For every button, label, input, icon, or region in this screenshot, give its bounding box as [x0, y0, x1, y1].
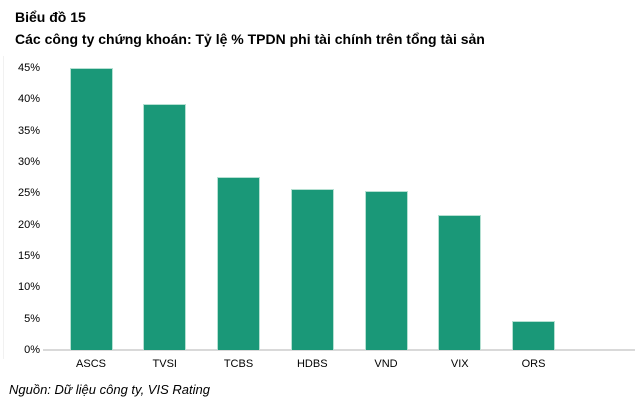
y-tick-label: 40%	[17, 93, 40, 106]
bar-hdbs	[290, 188, 334, 350]
y-tick-label: 15%	[17, 250, 40, 262]
x-category-label: TVSI	[152, 358, 177, 370]
x-axis-line	[43, 349, 635, 351]
page-left-border	[3, 56, 4, 359]
bar-vnd	[364, 191, 408, 350]
x-category-label: TCBS	[223, 358, 254, 370]
bar-ors	[512, 320, 555, 350]
y-tick-label: 0%	[24, 344, 40, 356]
y-tick-label: 25%	[17, 187, 40, 200]
x-category-label: VIX	[450, 358, 469, 370]
x-category-label: ORS	[521, 358, 546, 370]
y-tick-label: 5%	[24, 312, 40, 325]
y-tick-label: 45%	[17, 62, 40, 74]
source-note: Nguồn: Dữ liệu công ty, VIS Rating	[9, 382, 210, 397]
x-category-label: HDBS	[296, 358, 328, 370]
x-category-label: ASCS	[76, 358, 106, 370]
bar-tcbs	[217, 177, 260, 350]
y-tick-label: 10%	[17, 281, 40, 294]
y-tick-label: 35%	[17, 124, 40, 137]
bar-ascs	[69, 68, 113, 350]
bar-tvsi	[143, 104, 187, 350]
x-category-label: VND	[374, 358, 398, 370]
figure-number: Biểu đồ 15	[15, 9, 86, 25]
y-tick-label: 30%	[17, 156, 40, 168]
y-tick-label: 20%	[17, 218, 40, 231]
bar-vix	[438, 215, 482, 350]
chart-title: Các công ty chứng khoán: Tỷ lệ % TPDN ph…	[15, 31, 485, 47]
